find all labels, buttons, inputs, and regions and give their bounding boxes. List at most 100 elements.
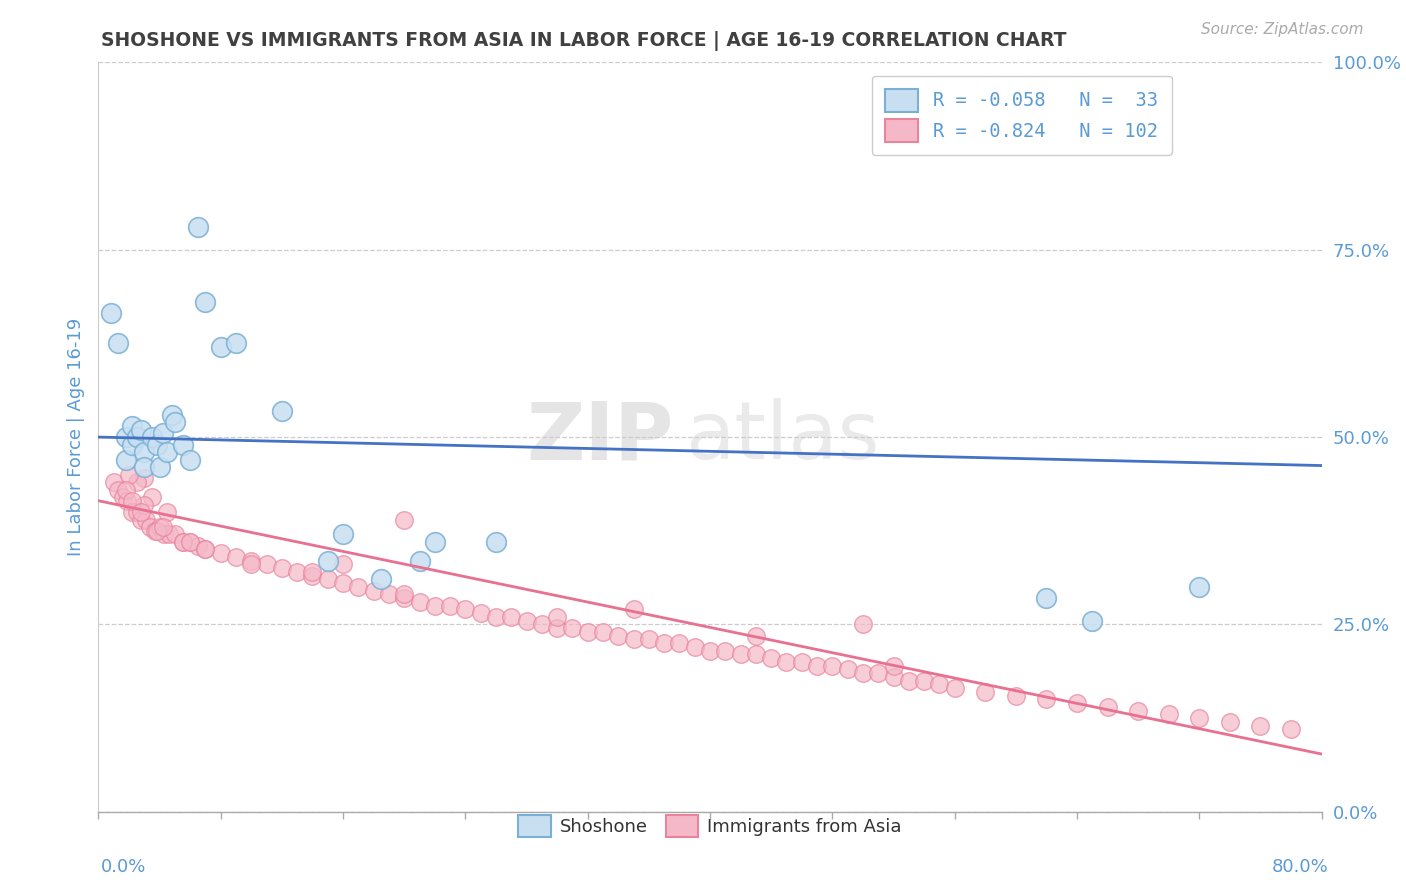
Point bbox=[1128, 704, 1150, 718]
Point bbox=[714, 643, 737, 657]
Point bbox=[121, 505, 143, 519]
Point bbox=[1081, 614, 1104, 628]
Point bbox=[163, 527, 186, 541]
Point bbox=[485, 535, 508, 549]
Point bbox=[1188, 580, 1211, 594]
Point bbox=[837, 662, 859, 676]
Point bbox=[134, 498, 156, 512]
Point bbox=[668, 636, 690, 650]
Point bbox=[209, 546, 232, 560]
Point bbox=[1157, 707, 1180, 722]
Point bbox=[883, 670, 905, 684]
Point bbox=[439, 599, 461, 613]
Point bbox=[225, 549, 247, 564]
Point bbox=[928, 677, 950, 691]
Point bbox=[392, 587, 416, 601]
Point bbox=[160, 408, 183, 422]
Point bbox=[423, 535, 446, 549]
Text: 0.0%: 0.0% bbox=[101, 858, 146, 876]
Point bbox=[821, 658, 844, 673]
Point bbox=[129, 505, 152, 519]
Point bbox=[1279, 723, 1302, 737]
Point bbox=[141, 490, 163, 504]
Point bbox=[1066, 696, 1088, 710]
Point bbox=[134, 471, 156, 485]
Point bbox=[145, 437, 167, 451]
Point bbox=[501, 610, 523, 624]
Point bbox=[179, 535, 201, 549]
Text: Source: ZipAtlas.com: Source: ZipAtlas.com bbox=[1201, 22, 1364, 37]
Point bbox=[1249, 718, 1271, 732]
Point bbox=[790, 655, 813, 669]
Point bbox=[301, 565, 323, 579]
Point bbox=[699, 643, 721, 657]
Text: 80.0%: 80.0% bbox=[1272, 858, 1329, 876]
Point bbox=[139, 520, 162, 534]
Point bbox=[121, 418, 143, 433]
Point bbox=[408, 554, 430, 568]
Legend: Shoshone, Immigrants from Asia: Shoshone, Immigrants from Asia bbox=[510, 807, 910, 844]
Point bbox=[156, 445, 179, 459]
Point bbox=[285, 565, 308, 579]
Point bbox=[637, 632, 661, 647]
Point bbox=[868, 666, 890, 681]
Point bbox=[194, 542, 217, 557]
Point bbox=[943, 681, 966, 695]
Point bbox=[163, 415, 186, 429]
Point bbox=[118, 467, 141, 482]
Point bbox=[107, 483, 129, 497]
Point bbox=[194, 295, 217, 310]
Point bbox=[363, 583, 385, 598]
Point bbox=[149, 520, 172, 534]
Point bbox=[516, 614, 538, 628]
Point bbox=[107, 336, 129, 351]
Point bbox=[546, 621, 568, 635]
Point bbox=[392, 512, 416, 526]
Y-axis label: In Labor Force | Age 16-19: In Labor Force | Age 16-19 bbox=[66, 318, 84, 557]
Point bbox=[1035, 591, 1057, 606]
Point bbox=[240, 558, 263, 572]
Point bbox=[141, 430, 163, 444]
Point bbox=[775, 655, 797, 669]
Point bbox=[1004, 689, 1026, 703]
Point bbox=[392, 591, 416, 606]
Point bbox=[806, 658, 828, 673]
Point bbox=[100, 306, 122, 320]
Point bbox=[187, 539, 209, 553]
Point bbox=[179, 452, 201, 467]
Point bbox=[316, 554, 339, 568]
Point bbox=[470, 606, 492, 620]
Point bbox=[546, 610, 568, 624]
Point bbox=[576, 624, 599, 639]
Point bbox=[332, 527, 354, 541]
Point bbox=[852, 666, 875, 681]
Point bbox=[121, 493, 143, 508]
Point bbox=[240, 554, 263, 568]
Point bbox=[332, 576, 354, 591]
Point bbox=[1188, 711, 1211, 725]
Point bbox=[172, 535, 194, 549]
Point bbox=[347, 580, 370, 594]
Point bbox=[423, 599, 446, 613]
Point bbox=[485, 610, 508, 624]
Point bbox=[759, 651, 782, 665]
Point bbox=[157, 527, 180, 541]
Point bbox=[115, 452, 138, 467]
Point bbox=[607, 629, 630, 643]
Point bbox=[115, 430, 138, 444]
Point bbox=[370, 573, 392, 587]
Point bbox=[145, 524, 167, 538]
Point bbox=[1219, 714, 1241, 729]
Point bbox=[187, 220, 209, 235]
Point bbox=[115, 483, 138, 497]
Point bbox=[316, 573, 339, 587]
Point bbox=[117, 493, 139, 508]
Point bbox=[121, 437, 143, 451]
Point bbox=[301, 568, 323, 582]
Point bbox=[129, 512, 152, 526]
Point bbox=[172, 437, 194, 451]
Point bbox=[256, 558, 278, 572]
Text: atlas: atlas bbox=[686, 398, 880, 476]
Point bbox=[1035, 692, 1057, 706]
Point bbox=[852, 617, 875, 632]
